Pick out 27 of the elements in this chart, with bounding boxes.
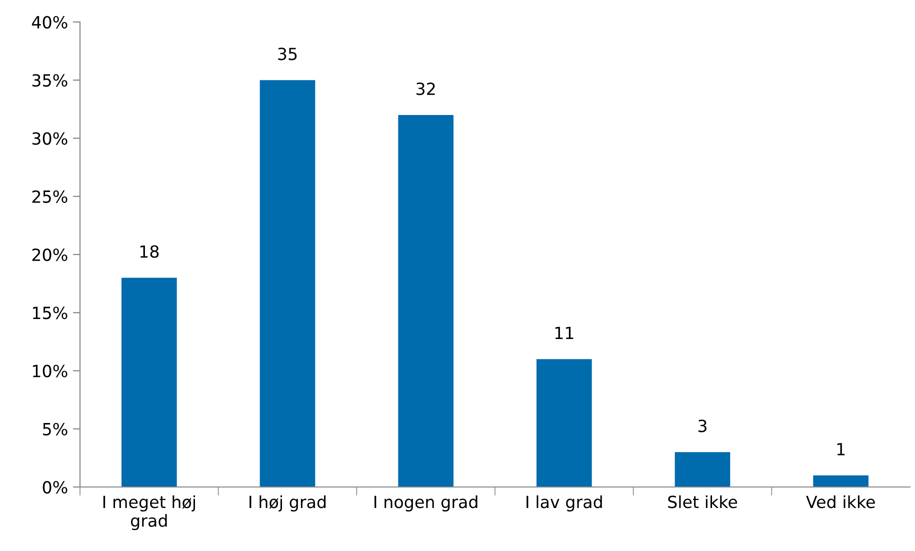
y-tick-label: 30% — [32, 132, 68, 145]
data-label: 32 — [416, 82, 435, 96]
y-tick-label: 35% — [32, 74, 68, 87]
y-tick-label: 15% — [32, 306, 68, 320]
x-tick-label: I nogen grad — [374, 495, 478, 512]
bar — [813, 475, 868, 487]
bar — [122, 278, 177, 487]
data-label: 1 — [837, 443, 845, 456]
x-tick-label: Slet ikke — [668, 495, 738, 508]
data-label: 3 — [698, 420, 706, 432]
bar — [536, 359, 592, 487]
y-tick-label: 10% — [32, 364, 68, 378]
data-label: 35 — [278, 48, 297, 60]
bar — [260, 80, 316, 487]
x-tick-label: I meget høj grad — [103, 495, 195, 530]
x-tick-label: I høj grad — [250, 495, 326, 512]
data-label: 18 — [140, 245, 159, 258]
bar — [398, 115, 454, 487]
x-tick-label: I lav grad — [526, 495, 602, 512]
bar — [674, 452, 730, 487]
y-tick-label: 5% — [43, 422, 68, 436]
y-tick-label: 40% — [32, 16, 68, 29]
y-tick-label: 0% — [42, 480, 68, 494]
data-label: 11 — [555, 326, 574, 339]
y-tick-label: 25% — [32, 190, 68, 203]
x-tick-label: Ved ikke — [806, 495, 875, 508]
y-tick-label: 20% — [32, 248, 68, 262]
